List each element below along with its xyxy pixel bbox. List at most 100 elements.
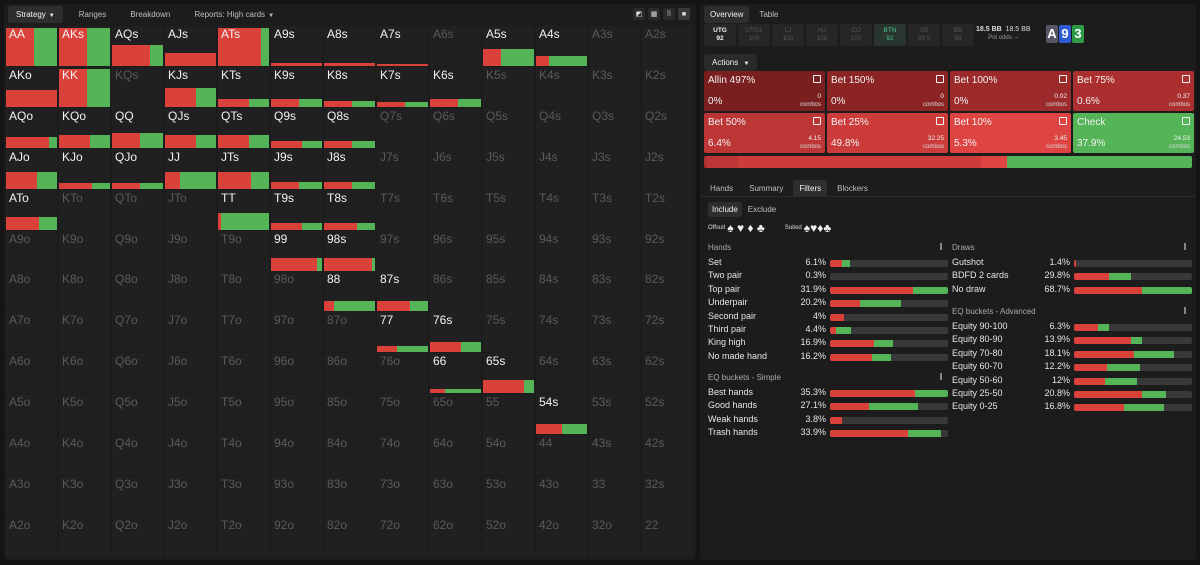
hand-cell-62o[interactable]: 62o	[430, 516, 481, 557]
filter-row[interactable]: Top pair 31.9%	[708, 284, 948, 297]
hand-cell-A2s[interactable]: A2s	[642, 26, 693, 66]
filter-row[interactable]: Two pair 0.3%	[708, 270, 948, 283]
hand-cell-Q5o[interactable]: Q5o	[112, 394, 163, 435]
hand-cell-84s[interactable]: 84s	[536, 271, 587, 312]
hand-cell-65o[interactable]: 65o	[430, 394, 481, 435]
hand-cell-32s[interactable]: 32s	[642, 475, 693, 516]
hand-cell-Q8s[interactable]: Q8s	[324, 107, 375, 148]
filter-row[interactable]: Equity 80-90 13.9%	[952, 334, 1192, 347]
hand-cell-33[interactable]: 33	[589, 475, 640, 516]
hand-cell-99[interactable]: 99	[271, 230, 322, 271]
hand-cell-A5s[interactable]: A5s	[483, 26, 534, 66]
hand-cell-87s[interactable]: 87s	[377, 271, 428, 312]
hand-cell-KTo[interactable]: KTo	[59, 189, 110, 230]
action-tile-bet-10-[interactable]: Bet 10% 5.3% 3.45 combos	[950, 113, 1071, 153]
action-detail-icon[interactable]	[1059, 75, 1067, 83]
collapse-icon[interactable]	[938, 373, 942, 380]
hand-cell-96o[interactable]: 96o	[271, 353, 322, 394]
action-tile-bet-50-[interactable]: Bet 50% 6.4% 4.15 combos	[704, 113, 825, 153]
hand-cell-J7s[interactable]: J7s	[377, 148, 428, 189]
hand-cell-83s[interactable]: 83s	[589, 271, 640, 312]
position-bb[interactable]: BB 99	[942, 24, 974, 46]
filter-row[interactable]: Weak hands 3.8%	[708, 414, 948, 427]
hand-cell-J6o[interactable]: J6o	[165, 353, 216, 394]
hand-cell-85o[interactable]: 85o	[324, 394, 375, 435]
hand-cell-KQs[interactable]: KQs	[112, 66, 163, 107]
hand-cell-K2s[interactable]: K2s	[642, 66, 693, 107]
hand-cell-Q3o[interactable]: Q3o	[112, 475, 163, 516]
filter-row[interactable]: Equity 0-25 16.8%	[952, 401, 1192, 414]
action-detail-icon[interactable]	[936, 117, 944, 125]
hand-cell-42s[interactable]: 42s	[642, 435, 693, 475]
hand-cell-J2s[interactable]: J2s	[642, 148, 693, 189]
hand-cell-K7o[interactable]: K7o	[59, 312, 110, 353]
hand-cell-Q9s[interactable]: Q9s	[271, 107, 322, 148]
hand-cell-Q3s[interactable]: Q3s	[589, 107, 640, 148]
hand-cell-62s[interactable]: 62s	[642, 353, 693, 394]
hand-cell-75o[interactable]: 75o	[377, 394, 428, 435]
hand-cell-84o[interactable]: 84o	[324, 435, 375, 475]
filter-row[interactable]: Trash hands 33.9%	[708, 427, 948, 440]
hand-cell-T8o[interactable]: T8o	[218, 271, 269, 312]
action-tile-allin-497-[interactable]: Allin 497% 0% 0 combos	[704, 71, 825, 111]
hand-cell-J5s[interactable]: J5s	[483, 148, 534, 189]
hand-cell-43s[interactable]: 43s	[589, 435, 640, 475]
hand-cell-88[interactable]: 88	[324, 271, 375, 312]
hand-cell-AQo[interactable]: AQo	[6, 107, 57, 148]
hand-cell-T6o[interactable]: T6o	[218, 353, 269, 394]
hand-cell-K6s[interactable]: K6s	[430, 66, 481, 107]
filter-row[interactable]: Equity 60-70 12.2%	[952, 361, 1192, 374]
hand-cell-J6s[interactable]: J6s	[430, 148, 481, 189]
hand-cell-42o[interactable]: 42o	[536, 516, 587, 557]
hand-cell-AKs[interactable]: AKs	[59, 26, 110, 66]
hand-cell-22[interactable]: 22	[642, 516, 693, 557]
filter-row[interactable]: Second pair 4%	[708, 311, 948, 324]
hand-cell-95o[interactable]: 95o	[271, 394, 322, 435]
filter-row[interactable]: Equity 25-50 20.8%	[952, 388, 1192, 401]
hand-cell-QJo[interactable]: QJo	[112, 148, 163, 189]
hand-cell-86o[interactable]: 86o	[324, 353, 375, 394]
hand-cell-T9o[interactable]: T9o	[218, 230, 269, 271]
hand-cell-77[interactable]: 77	[377, 312, 428, 353]
hand-cell-85s[interactable]: 85s	[483, 271, 534, 312]
hand-cell-T8s[interactable]: T8s	[324, 189, 375, 230]
hand-cell-QTs[interactable]: QTs	[218, 107, 269, 148]
include-button[interactable]: Include	[708, 202, 742, 217]
filter-row[interactable]: King high 16.9%	[708, 337, 948, 350]
hand-cell-J4o[interactable]: J4o	[165, 435, 216, 475]
hand-cell-J2o[interactable]: J2o	[165, 516, 216, 557]
hand-cell-72s[interactable]: 72s	[642, 312, 693, 353]
hand-cell-AJs[interactable]: AJs	[165, 26, 216, 66]
hand-cell-K4o[interactable]: K4o	[59, 435, 110, 475]
action-detail-icon[interactable]	[1059, 117, 1067, 125]
hand-cell-K9o[interactable]: K9o	[59, 230, 110, 271]
view-mode-icon[interactable]: ⠿	[663, 8, 675, 20]
hand-cell-KK[interactable]: KK	[59, 66, 110, 107]
hand-cell-52s[interactable]: 52s	[642, 394, 693, 435]
collapse-icon[interactable]	[1182, 307, 1186, 314]
position-utg[interactable]: UTG 92	[704, 24, 736, 46]
hand-cell-A9o[interactable]: A9o	[6, 230, 57, 271]
hand-cell-K6o[interactable]: K6o	[59, 353, 110, 394]
hand-cell-AA[interactable]: AA	[6, 26, 57, 66]
hand-cell-96s[interactable]: 96s	[430, 230, 481, 271]
hand-cell-74s[interactable]: 74s	[536, 312, 587, 353]
filter-row[interactable]: Equity 50-60 12%	[952, 375, 1192, 388]
hand-cell-J9s[interactable]: J9s	[271, 148, 322, 189]
hand-cell-Q2s[interactable]: Q2s	[642, 107, 693, 148]
hand-cell-JTs[interactable]: JTs	[218, 148, 269, 189]
hand-cell-KJs[interactable]: KJs	[165, 66, 216, 107]
tab-summary[interactable]: Summary	[749, 184, 784, 193]
filter-row[interactable]: No draw 68.7%	[952, 284, 1192, 297]
hand-cell-ATo[interactable]: ATo	[6, 189, 57, 230]
hand-cell-93o[interactable]: 93o	[271, 475, 322, 516]
hand-cell-73s[interactable]: 73s	[589, 312, 640, 353]
filter-row[interactable]: No made hand 16.2%	[708, 351, 948, 364]
left-tab-strategy[interactable]: Strategy ▼	[8, 5, 63, 23]
hand-cell-K5o[interactable]: K5o	[59, 394, 110, 435]
hand-cell-J8s[interactable]: J8s	[324, 148, 375, 189]
hand-cell-A9s[interactable]: A9s	[271, 26, 322, 66]
hand-cell-T3o[interactable]: T3o	[218, 475, 269, 516]
hand-cell-ATs[interactable]: ATs	[218, 26, 269, 66]
filter-row[interactable]: Best hands 35.3%	[708, 387, 948, 400]
